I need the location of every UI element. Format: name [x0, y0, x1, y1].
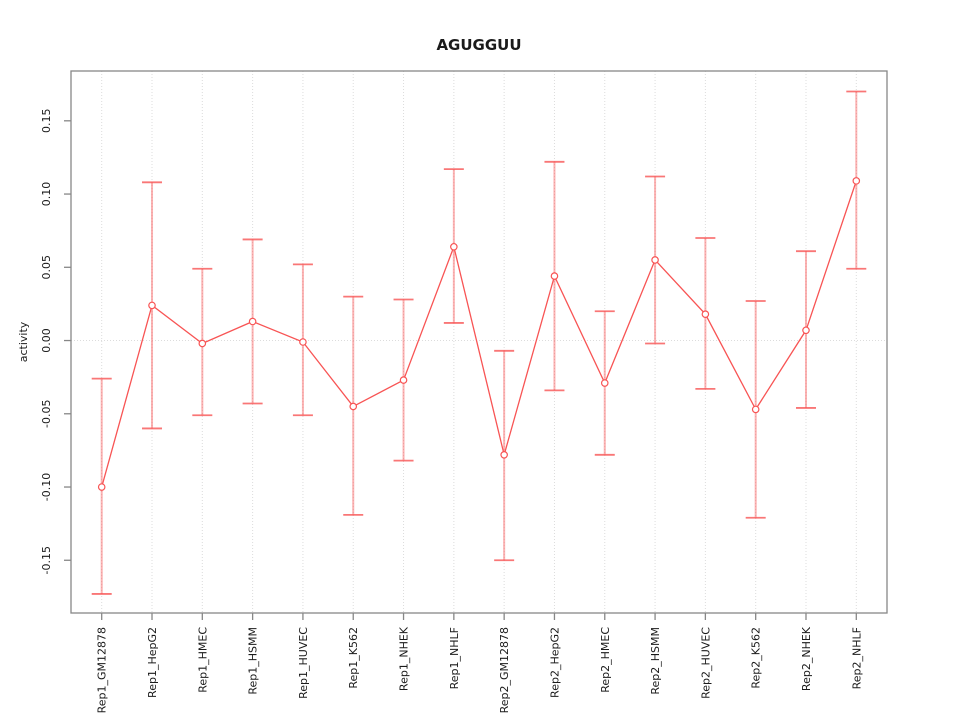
- data-point-marker: [450, 242, 458, 251]
- y-axis-label: activity: [17, 321, 30, 362]
- data-point-marker: [198, 339, 207, 348]
- data-point-marker: [701, 310, 710, 318]
- x-tick-label: Rep1_HMEC: [196, 627, 209, 693]
- y-tick-label: -0.05: [40, 400, 53, 428]
- data-point-marker: [600, 379, 609, 387]
- x-tick-label: Rep1_HepG2: [146, 627, 159, 698]
- x-tick-label: Rep2_K562: [750, 627, 763, 689]
- y-tick-label: 0.15: [40, 109, 53, 134]
- x-tick-label: Rep1_NHLF: [448, 627, 461, 689]
- y-tick-label: -0.15: [40, 546, 53, 574]
- y-tick-label: 0.10: [40, 182, 53, 207]
- data-point-marker: [751, 405, 760, 414]
- x-tick-label: Rep1_K562: [347, 627, 360, 689]
- data-point-marker: [349, 402, 358, 411]
- x-tick-label: Rep2_HSMM: [649, 627, 662, 695]
- y-tick-label: -0.10: [40, 473, 53, 501]
- x-tick-label: Rep2_GM12878: [498, 627, 511, 713]
- plot-box: [70, 70, 888, 614]
- x-tick-label: Rep2_NHEK: [800, 626, 813, 691]
- y-tick-label: 0.05: [40, 255, 53, 280]
- plot-area: 0.15 0.10 0.05 0.00 -0.05 -0.10 -0.15 Rep1_GM12…: [40, 70, 888, 713]
- data-point-marker: [248, 317, 257, 326]
- data-point-marker: [148, 301, 156, 310]
- data-point-marker: [802, 326, 810, 335]
- x-tick-label: Rep1_NHEK: [398, 626, 411, 691]
- chart-title: AGUGGUU: [436, 36, 521, 54]
- x-tick-label: Rep1_HSMM: [247, 627, 260, 695]
- data-point-marker: [97, 483, 106, 491]
- data-point-marker: [852, 177, 861, 185]
- x-tick-label: Rep2_HepG2: [548, 627, 561, 698]
- x-tick-label: Rep1_HUVEC: [297, 627, 310, 699]
- x-tick-label: Rep1_GM12878: [96, 627, 109, 713]
- series-line: [101, 180, 857, 488]
- data-point-marker: [550, 272, 559, 280]
- data-point-marker: [399, 376, 408, 384]
- x-tick-label: Rep2_HUVEC: [699, 627, 712, 699]
- data-point-marker: [651, 256, 659, 264]
- data-point-marker: [299, 338, 307, 346]
- y-tick-label: 0.00: [40, 328, 53, 353]
- x-tick-label: Rep2_HMEC: [599, 627, 612, 693]
- x-tick-label: Rep2_NHLF: [850, 627, 863, 689]
- data-point-marker: [500, 450, 508, 459]
